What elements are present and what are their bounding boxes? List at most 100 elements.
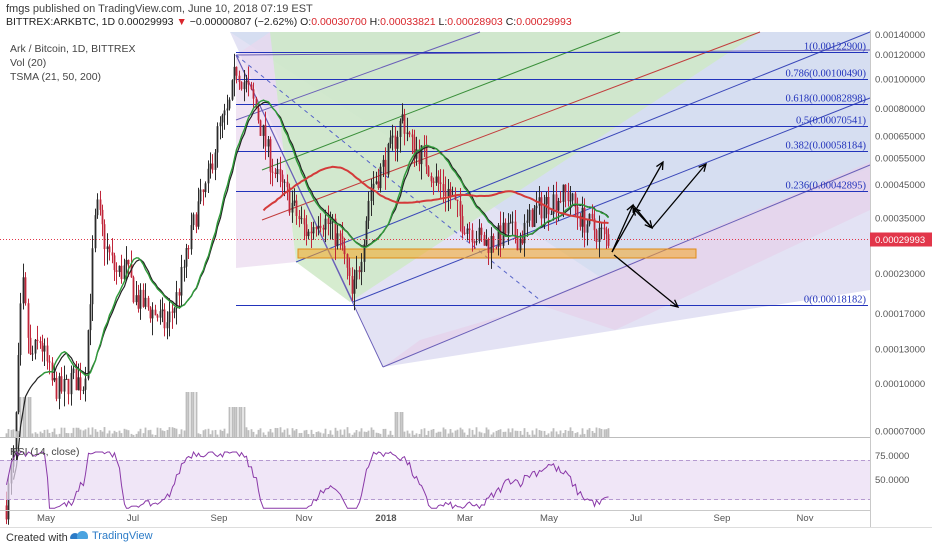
candle-body [113, 255, 116, 271]
publisher-name[interactable]: fmgs [6, 3, 30, 15]
symbol-label[interactable]: BITTREX:ARKBTC, 1D [6, 16, 116, 28]
volume-bar [557, 434, 560, 437]
candle-body [418, 149, 421, 165]
candle-body [288, 187, 291, 213]
candle-body [603, 227, 606, 230]
publish-line: fmgs published on TradingView.com, June … [6, 3, 313, 15]
pitchfork-shading [230, 32, 870, 367]
volume-bar [221, 430, 224, 437]
volume-bar [567, 430, 570, 437]
volume-bar [87, 427, 90, 437]
arrow-shaft [651, 163, 707, 229]
tradingview-link[interactable]: TradingView [70, 530, 153, 542]
candle-body [492, 235, 495, 247]
volume-bar [79, 429, 82, 437]
footer-bar: Created with TradingView [0, 527, 932, 551]
candle-body [444, 190, 447, 197]
volume-bar [497, 429, 500, 437]
candle-body [483, 234, 486, 246]
candle-body [334, 218, 337, 246]
candle-body [463, 232, 466, 235]
volume-bar [27, 397, 30, 437]
volume-bar [490, 434, 493, 437]
chart-svg[interactable]: 1(0.00122900) 0.786(0.00100490) 0.618(0.00… [0, 0, 932, 527]
candle-body [312, 227, 315, 234]
fib-label: 0.5(0.00070541) [796, 116, 866, 127]
volume-bar [151, 434, 154, 437]
time-tick: 2018 [375, 513, 396, 524]
volume-bar [451, 432, 454, 437]
candle-body [454, 196, 457, 200]
volume-bar [375, 432, 378, 437]
candle-body [130, 264, 133, 278]
volume-bar [185, 392, 188, 437]
candle-body [382, 159, 385, 167]
candle-body [511, 221, 514, 223]
volume-bar [43, 429, 46, 437]
series-title: Ark / Bitcoin, 1D, BITTREX [10, 43, 136, 55]
candle-body [96, 199, 99, 216]
candle-body [154, 309, 157, 316]
candle-body [406, 132, 409, 134]
candle-body [605, 229, 608, 235]
candle-body [555, 194, 558, 211]
candle-body [355, 270, 358, 280]
fib-label: 0(0.00018182) [804, 295, 867, 306]
volume-bar [552, 428, 555, 437]
volume-bar [226, 433, 229, 437]
time-tick: May [540, 513, 558, 524]
candle-body [192, 214, 195, 226]
candle-body [420, 145, 423, 165]
candle-body [521, 238, 524, 244]
volume-bar [538, 430, 541, 437]
candle-body [127, 259, 130, 265]
candle-body [161, 309, 164, 312]
volume-bar [36, 433, 39, 437]
candle-body [411, 134, 414, 138]
volume-bar [91, 427, 94, 437]
candle-body [60, 376, 63, 392]
volume-bar [238, 407, 241, 437]
candle-body [459, 201, 462, 217]
candle-body [55, 377, 58, 399]
volume-bar [411, 430, 414, 437]
candle-body [214, 152, 217, 170]
candle-body [291, 202, 294, 213]
candle-body [324, 218, 327, 230]
open-label: O: [300, 16, 312, 28]
volume-bar [586, 429, 589, 437]
candle-body [19, 303, 22, 356]
candle-body [195, 214, 198, 227]
time-axis: May Jul Sep Nov 2018 Mar May Jul Sep Nov [37, 513, 814, 524]
volume-bar [111, 433, 114, 437]
rsi-tick: 50.0000 [875, 475, 909, 486]
volume-bar [353, 432, 356, 437]
candle-body [293, 200, 296, 203]
time-tick: Jul [630, 513, 642, 524]
volume-bar [562, 433, 565, 437]
volume-bar [430, 429, 433, 437]
candle-body [425, 145, 428, 167]
candle-body [514, 221, 517, 238]
volume-bar [113, 430, 116, 437]
candle-body [408, 132, 411, 135]
candle-body [583, 207, 586, 233]
candle-body [202, 189, 205, 193]
volume-bar [432, 428, 435, 437]
volume-bar [41, 433, 44, 437]
volume-bar [267, 431, 270, 437]
volume-bar [106, 433, 109, 437]
candle-body [547, 196, 550, 215]
candle-body [197, 201, 200, 227]
candle-body [598, 227, 601, 242]
volume-bar [444, 429, 447, 437]
candle-body [432, 181, 435, 183]
candle-body [235, 66, 238, 76]
candle-body [269, 139, 272, 172]
volume-bar [550, 431, 553, 437]
candle-body [559, 201, 562, 203]
candle-body [449, 188, 452, 197]
candle-body [223, 110, 226, 116]
volume-bar [327, 434, 330, 437]
candle-body [543, 203, 546, 219]
